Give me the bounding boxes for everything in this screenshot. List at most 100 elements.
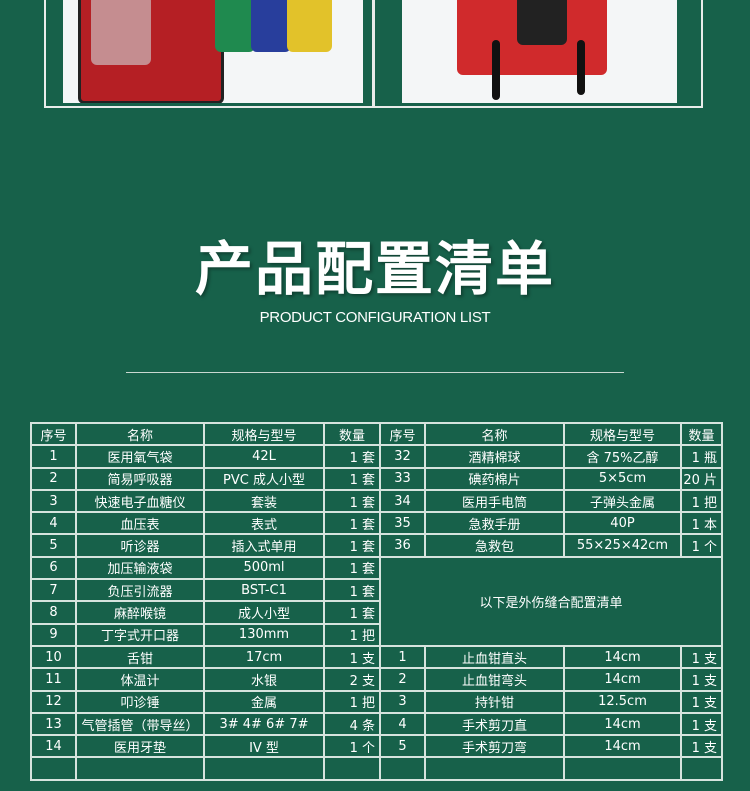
- table-cell: 36: [379, 533, 426, 558]
- table-cell: 1 套: [323, 488, 381, 514]
- table-cell: 1 套: [323, 444, 381, 469]
- table-cell: BST-C1: [203, 578, 325, 603]
- table-cell: 水银: [203, 667, 325, 692]
- table-cell: [424, 756, 565, 781]
- table-cell: 32: [379, 444, 426, 469]
- table-cell: [680, 756, 723, 781]
- table-cell: 1 支: [680, 644, 723, 670]
- table-cell: 简易呼吸器: [75, 466, 205, 491]
- table-cell: 13: [30, 711, 77, 737]
- table-cell: [203, 756, 325, 781]
- table-cell: 11: [30, 667, 77, 692]
- table-cell: 体温计: [75, 667, 205, 692]
- table-row: [30, 756, 723, 781]
- photo-divider: [372, 0, 375, 108]
- table-cell: 3: [30, 488, 77, 514]
- table-cell: 序号: [30, 421, 77, 447]
- table-cell: 4: [30, 511, 77, 536]
- table-cell: IV 型: [203, 734, 325, 759]
- table-cell: 130mm: [203, 622, 325, 647]
- table-cell: 3: [379, 689, 426, 714]
- table-cell: 1 把: [680, 488, 723, 514]
- table-row: 9 丁字式开口器 130mm 1 把: [30, 622, 722, 647]
- table-cell: 2: [30, 466, 77, 491]
- table-cell: 医用氧气袋: [75, 444, 205, 469]
- table-cell: 2 支: [323, 667, 381, 692]
- table-cell: 4: [379, 711, 426, 737]
- table-row: 8 麻醉喉镜 成人小型 1 套: [30, 600, 722, 625]
- table-cell: 套装: [203, 488, 325, 514]
- table-cell: [563, 756, 682, 781]
- table-cell: 止血钳弯头: [424, 667, 565, 692]
- table-cell: 3# 4# 6# 7#: [203, 711, 325, 737]
- table-cell: 1 套: [323, 555, 381, 581]
- table-cell: 碘药棉片: [424, 466, 565, 491]
- table-cell: 表式: [203, 511, 325, 536]
- table-row: 3 快速电子血糖仪 套装 1 套 34 医用手电筒 子弹头金属 1 把: [30, 488, 723, 514]
- table-cell: 金属: [203, 689, 325, 714]
- table-cell: 持针钳: [424, 689, 565, 714]
- table-cell: 手术剪刀弯: [424, 734, 565, 759]
- page-title: 产品配置清单: [194, 235, 555, 303]
- table-cell: 1 支: [680, 667, 723, 692]
- product-photo-backpack: [402, 0, 677, 103]
- table-cell: 9: [30, 622, 77, 647]
- table-cell: 1 个: [323, 734, 381, 759]
- table-cell: 14cm: [563, 644, 682, 670]
- table-cell: 气管插管（带导丝）: [75, 711, 205, 737]
- table-cell: 42L: [203, 444, 325, 469]
- table-cell: 5×5cm: [563, 466, 682, 491]
- table-cell: 加压输液袋: [75, 555, 205, 581]
- table-cell: 1 瓶: [680, 444, 723, 469]
- table-cell: 1 把: [323, 622, 381, 647]
- table-cell: 5: [30, 533, 77, 558]
- table-cell: 1 套: [323, 466, 381, 491]
- table-cell: 1 套: [323, 511, 381, 536]
- table-cell: 成人小型: [203, 600, 325, 625]
- table-cell: 数量: [323, 421, 381, 447]
- table-cell: 规格与型号: [203, 421, 325, 447]
- table-cell: 叩诊锤: [75, 689, 205, 714]
- table-cell: 14: [30, 734, 77, 759]
- table-cell: 12.5cm: [563, 689, 682, 714]
- table-cell: 14cm: [563, 734, 682, 759]
- table-cell: 6: [30, 555, 77, 581]
- configuration-table: 序号 名称 规格与型号 数量 序号 名称 规格与型号 数量 1 医用氧气袋 42L 1 套 32 酒精棉球…: [30, 421, 723, 781]
- table-cell: 快速电子血糖仪: [75, 488, 205, 514]
- table-cell: PVC 成人小型: [203, 466, 325, 491]
- table-cell: 1 支: [680, 689, 723, 714]
- page-subtitle: PRODUCT CONFIGURATION LIST: [259, 309, 491, 326]
- table-cell: 1 支: [323, 644, 381, 670]
- table-header-row: 序号 名称 规格与型号 数量 序号 名称 规格与型号 数量: [30, 421, 723, 447]
- table-cell: 手术剪刀直: [424, 711, 565, 737]
- table-cell: 17cm: [203, 644, 325, 670]
- table-cell: 插入式单用: [203, 533, 325, 558]
- table-cell: [323, 756, 381, 781]
- table-cell: 5: [379, 734, 426, 759]
- table-cell: 1 套: [323, 533, 381, 558]
- table-cell: 40P: [563, 511, 682, 536]
- table-cell: 500ml: [203, 555, 325, 581]
- table-cell: 规格与型号: [563, 421, 682, 447]
- table-row: 13 气管插管（带导丝） 3# 4# 6# 7# 4 条 4 手术剪刀直 14cm 1 支: [30, 711, 723, 737]
- table-cell: 名称: [75, 421, 205, 447]
- divider-line: [126, 372, 624, 373]
- table-cell: [30, 756, 77, 781]
- table-cell: [75, 756, 205, 781]
- table-cell: 舌钳: [75, 644, 205, 670]
- table-row: 6 加压输液袋 500ml 1 套以下是外伤缝合配置清单: [30, 555, 723, 647]
- table-cell: 7: [30, 578, 77, 603]
- table-cell: 止血钳直头: [424, 644, 565, 670]
- product-photo-open-bag: [63, 0, 363, 103]
- table-cell: 1: [30, 444, 77, 469]
- table-cell: 酒精棉球: [424, 444, 565, 469]
- table-cell: 急救包: [424, 533, 565, 558]
- table-row: 5 听诊器 插入式单用 1 套 36 急救包 55×25×42cm 1 个: [30, 533, 723, 558]
- table-cell: 序号: [379, 421, 426, 447]
- table-cell: 1 个: [680, 533, 723, 558]
- table-cell: 1 支: [680, 711, 723, 737]
- table-cell: 名称: [424, 421, 565, 447]
- table-cell: 55×25×42cm: [563, 533, 682, 558]
- table-cell: 医用牙垫: [75, 734, 205, 759]
- table-row: 10 舌钳 17cm 1 支 1 止血钳直头 14cm 1 支: [30, 644, 723, 670]
